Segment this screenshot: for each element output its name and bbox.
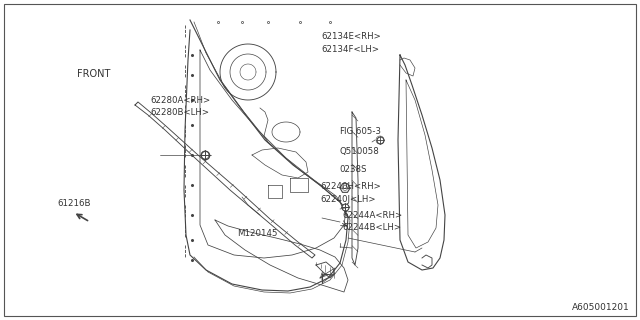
Text: 62244A<RH>: 62244A<RH> (342, 211, 403, 220)
Text: Q510058: Q510058 (339, 147, 379, 156)
Text: 62240H<RH>: 62240H<RH> (320, 182, 381, 191)
Text: A605001201: A605001201 (572, 303, 630, 312)
Text: 61216B: 61216B (58, 199, 91, 208)
Text: 62134F<LH>: 62134F<LH> (321, 45, 380, 54)
Text: FRONT: FRONT (77, 69, 110, 79)
Text: FIG.605-3: FIG.605-3 (339, 127, 381, 136)
Text: 62280B<LH>: 62280B<LH> (150, 108, 209, 117)
Text: 62244B<LH>: 62244B<LH> (342, 223, 401, 232)
Text: M120145: M120145 (237, 229, 277, 238)
Text: 0238S: 0238S (339, 165, 367, 174)
Text: 62240J<LH>: 62240J<LH> (320, 195, 376, 204)
Text: 62134E<RH>: 62134E<RH> (321, 32, 381, 41)
Text: 62280A<RH>: 62280A<RH> (150, 96, 211, 105)
